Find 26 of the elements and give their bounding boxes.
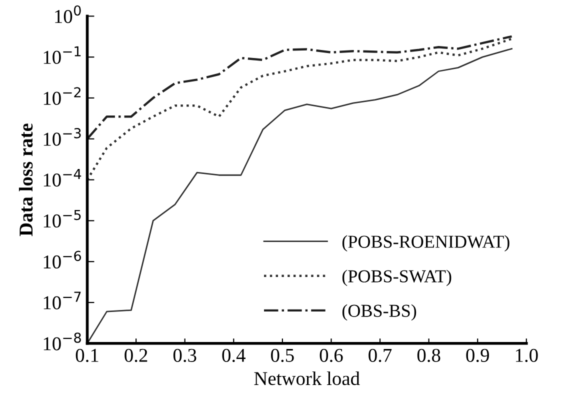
y-axis-title: Data loss rate [18, 124, 33, 236]
y-tick-label: 10$^{−4}$ [44, 169, 82, 187]
line-series [87, 38, 513, 181]
legend-label: (POBS-ROENIDWAT) [342, 235, 510, 252]
y-tick-label: 10$^{0}$ [55, 5, 81, 24]
y-tick-label: 10$^{−5}$ [44, 210, 81, 228]
x-tick-label: 0.4 [222, 348, 246, 362]
x-tick-label: 0.8 [417, 348, 440, 362]
x-tick-label: 0.9 [466, 348, 489, 362]
y-tick-label: 10$^{−2}$ [44, 87, 80, 105]
y-tick-label: 10$^{−7}$ [44, 292, 81, 310]
line-series [87, 48, 512, 344]
y-tick-label: 10$^{−1}$ [44, 46, 81, 64]
x-tick-label: 0.6 [320, 348, 343, 362]
x-axis-title: Network load [254, 371, 360, 386]
x-tick-label: 0.5 [271, 348, 294, 362]
x-tick-label: 0.2 [124, 348, 148, 362]
x-tick-label: 0.3 [173, 348, 196, 362]
y-tick-label: 10$^{−6}$ [44, 250, 81, 269]
x-tick-label: 0.1 [76, 348, 98, 362]
y-tick-label: 10$^{−3}$ [44, 128, 81, 146]
x-tick-label: 1.0 [516, 348, 538, 362]
legend-label: (POBS-SWAT) [342, 270, 452, 286]
legend-label: (OBS-BS) [342, 304, 416, 321]
line-series [87, 35, 513, 140]
x-tick-label: 0.7 [368, 348, 392, 362]
